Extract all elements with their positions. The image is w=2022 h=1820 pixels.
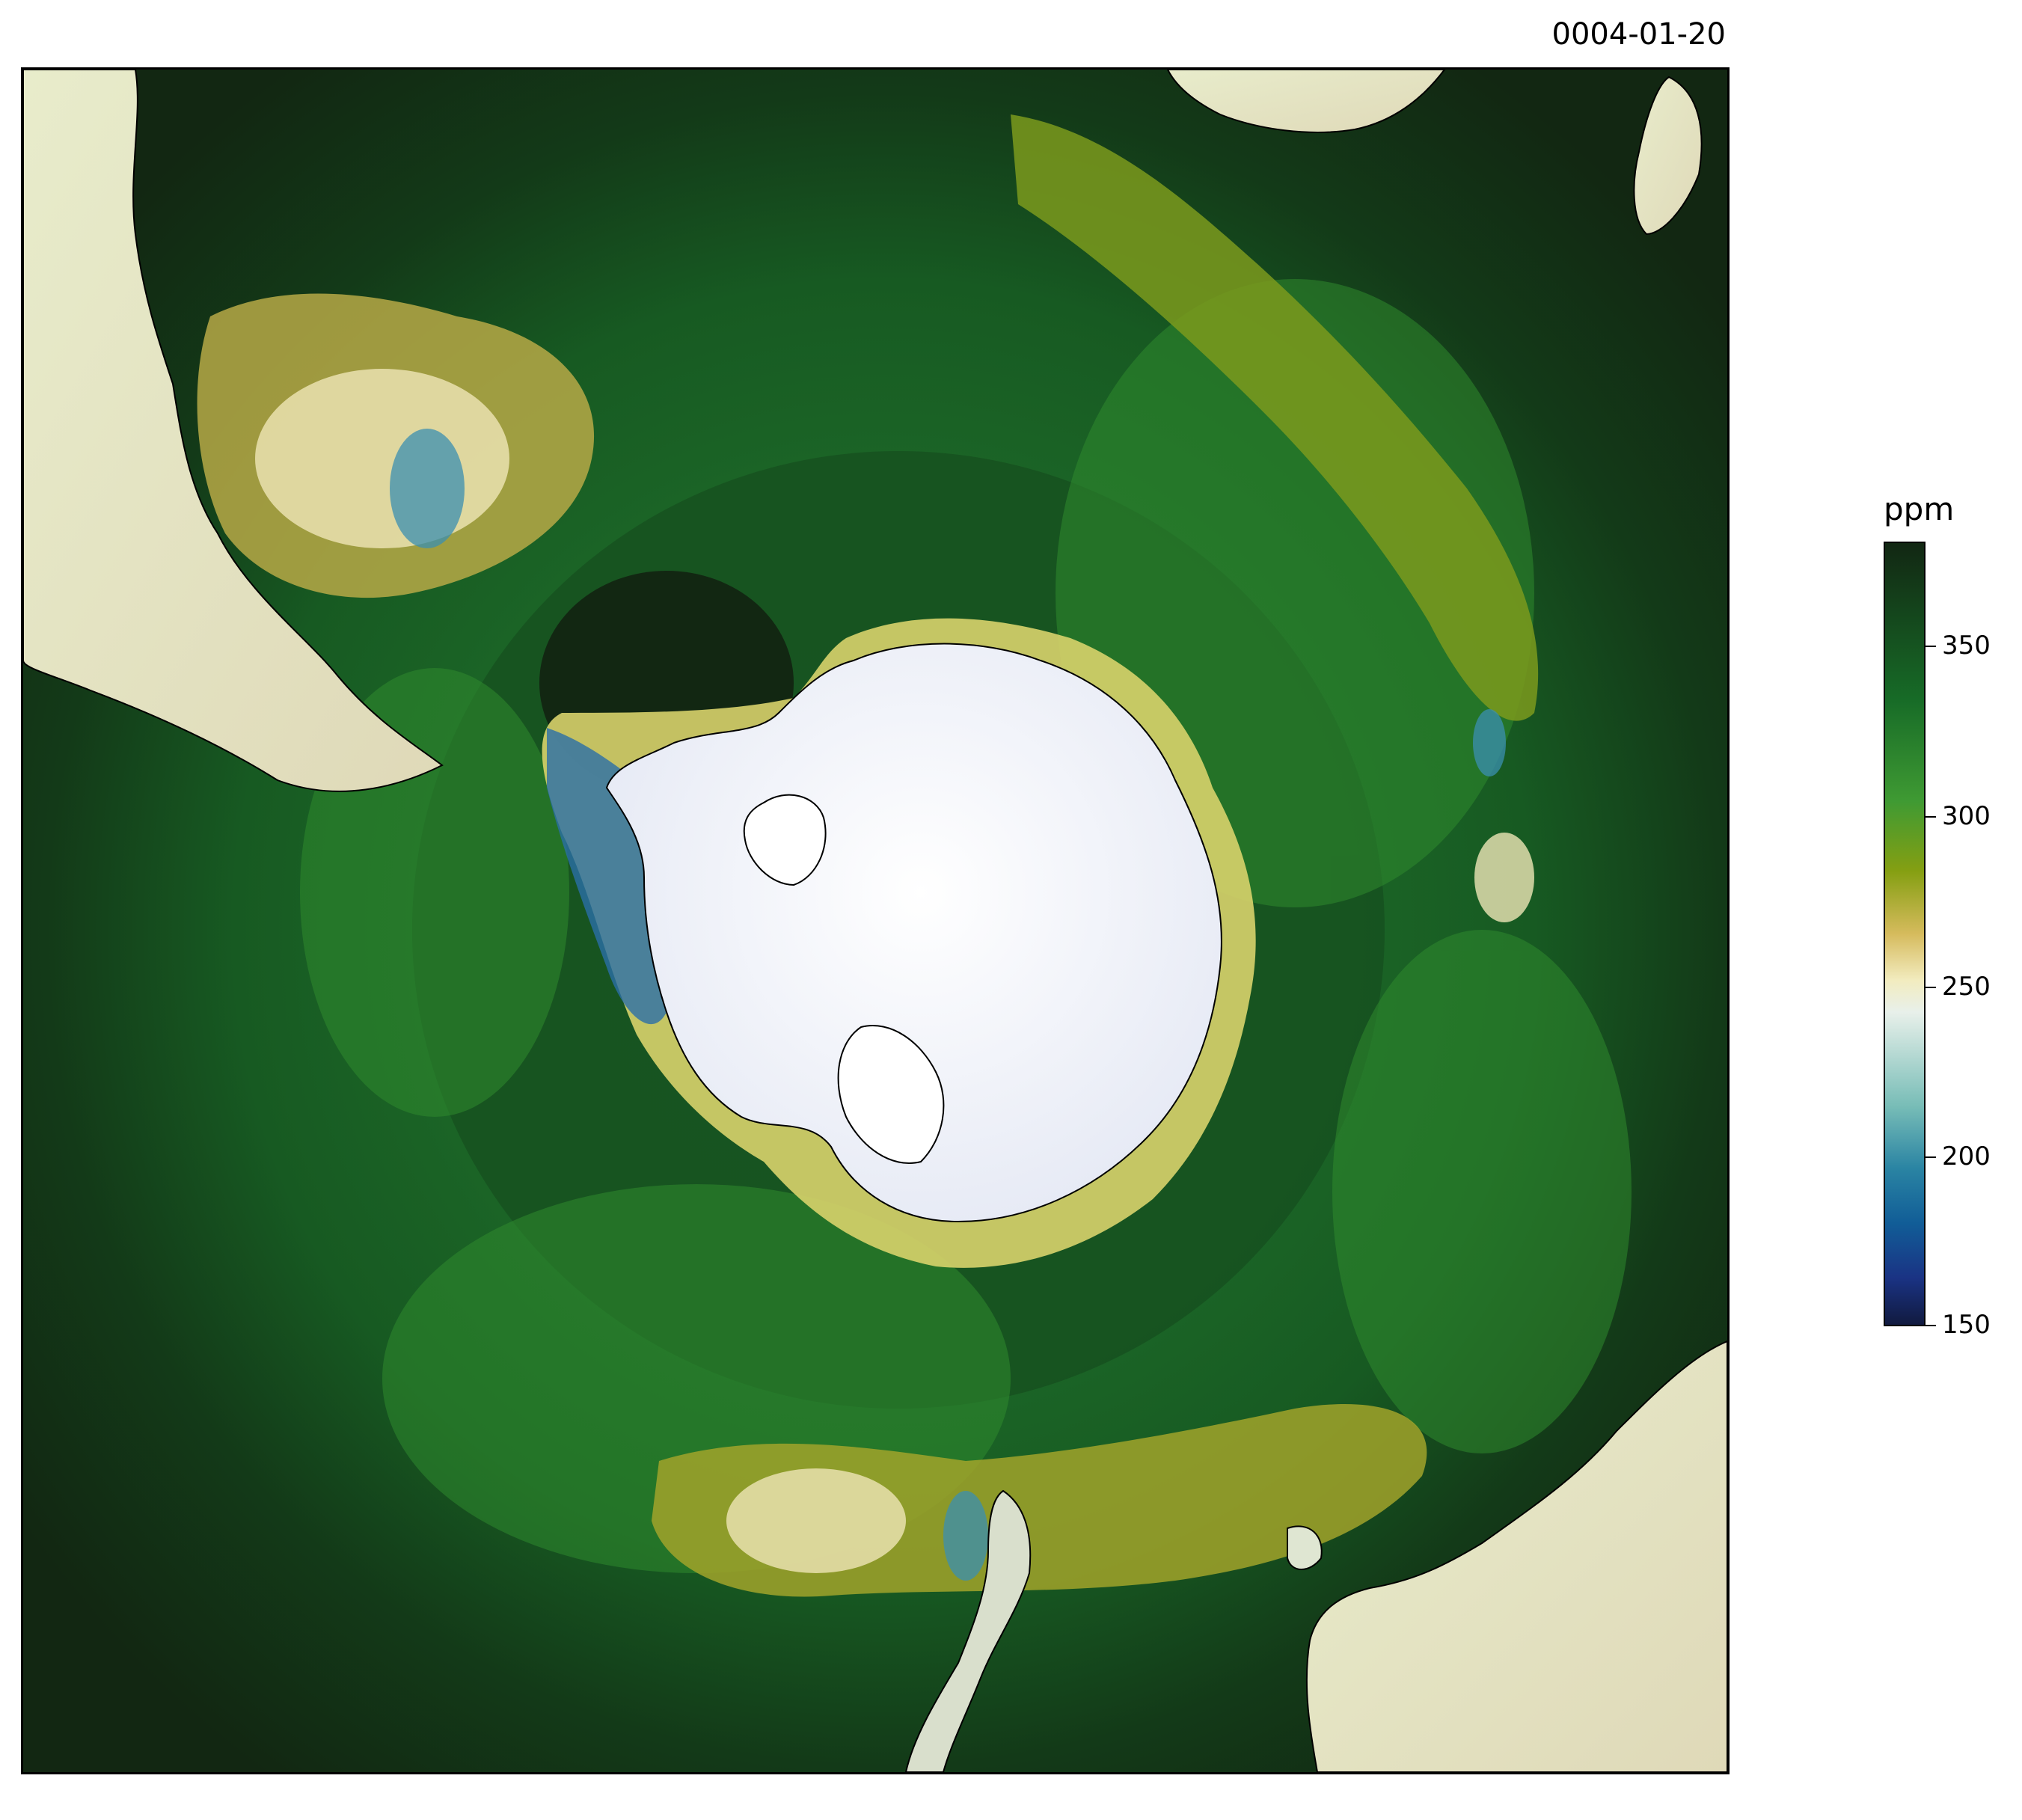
colorbar: [1884, 542, 1926, 1326]
mid-green-swirls: [300, 279, 1632, 1573]
colorbar-tick-label: 350: [1942, 631, 1991, 661]
ronne-ice-shelf: [743, 794, 827, 886]
land-australia: [1305, 1340, 1727, 1772]
land-south-america: [23, 70, 444, 792]
colorbar-tick: [1926, 816, 1936, 818]
colorbar-tick-label: 250: [1942, 972, 1991, 1002]
colorbar-tick: [1926, 1156, 1936, 1158]
low-co2-patches: [390, 429, 1506, 1581]
land-antarctica: [605, 643, 1222, 1223]
ross-ice-shelf: [837, 1025, 945, 1164]
land-tasmania: [1287, 1525, 1323, 1570]
land-new-zealand: [904, 1489, 1032, 1772]
colorbar-tick-label: 300: [1942, 801, 1991, 831]
colorbar-tick: [1926, 987, 1936, 988]
colorbar-tick: [1926, 646, 1936, 647]
colorbar-unit-label: ppm: [1884, 491, 1955, 527]
map-panel[interactable]: [21, 67, 1730, 1774]
colorbar-tick: [1926, 1325, 1936, 1326]
map-canvas: [23, 70, 1727, 1772]
date-title: 0004-01-20: [1551, 17, 1726, 52]
land-madagascar: [1633, 76, 1703, 236]
colorbar-tick-label: 150: [1942, 1310, 1991, 1340]
colorbar-tick-label: 200: [1942, 1142, 1991, 1171]
land-africa: [1166, 70, 1446, 133]
